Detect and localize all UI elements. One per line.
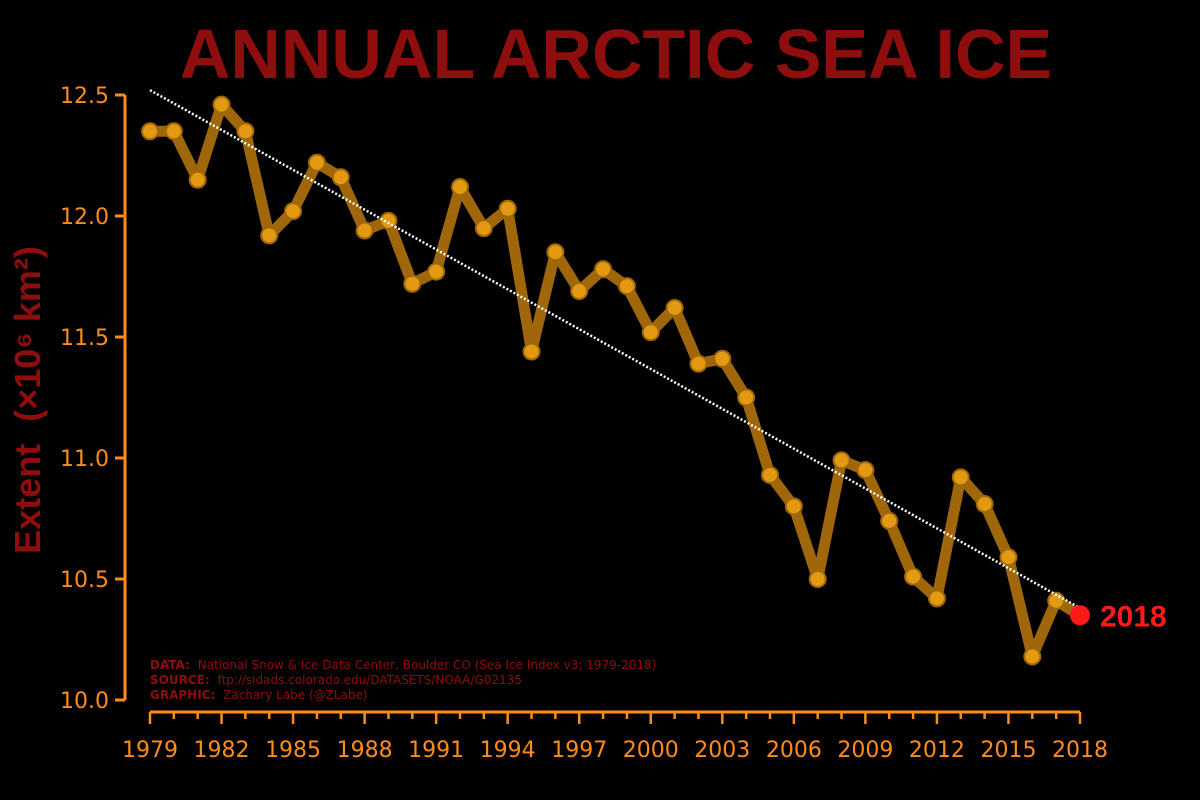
y-tick-label: 10.5 bbox=[60, 568, 109, 593]
data-point bbox=[355, 221, 374, 240]
data-point bbox=[999, 548, 1018, 567]
y-tick-label: 10.0 bbox=[60, 689, 109, 714]
plot-area: 2018 bbox=[141, 89, 1167, 666]
data-point bbox=[594, 260, 613, 279]
data-point bbox=[856, 461, 875, 480]
data-point bbox=[689, 354, 708, 373]
x-tick-label: 1982 bbox=[194, 738, 250, 763]
data-point bbox=[427, 262, 446, 281]
trend-line bbox=[149, 89, 1081, 610]
x-tick-label: 2009 bbox=[837, 738, 893, 763]
data-point bbox=[164, 122, 183, 141]
data-point bbox=[808, 570, 827, 588]
credits-data-text: National Snow & Ice Data Center, Boulder… bbox=[198, 658, 657, 672]
data-point bbox=[474, 219, 493, 238]
data-point bbox=[307, 153, 326, 172]
data-point bbox=[403, 274, 422, 293]
svg-text:SOURCE: ftp://sidads.col: SOURCE: ftp://sidads.colorado.edu/DATASE… bbox=[150, 673, 522, 687]
axes: 10.0 10.5 11.0 11.5 12.0 12.5 1979 1982 1985 1988… bbox=[60, 84, 1108, 763]
x-tick-label: 1985 bbox=[265, 738, 321, 763]
highlight-label: 2018 bbox=[1100, 600, 1167, 633]
credits-source-label: SOURCE: bbox=[150, 673, 210, 687]
y-tick-label: 12.5 bbox=[60, 84, 109, 109]
data-point bbox=[1023, 647, 1042, 666]
y-axis-label: Extent bbox=[7, 444, 48, 554]
x-tick-label: 1979 bbox=[122, 738, 178, 763]
data-point bbox=[761, 465, 779, 484]
data-point bbox=[379, 211, 398, 230]
data-point bbox=[927, 589, 946, 608]
highlight-point bbox=[1070, 605, 1090, 626]
data-point bbox=[641, 323, 660, 342]
data-point bbox=[260, 226, 279, 245]
chart-title: ANNUAL ARCTIC SEA ICE bbox=[180, 15, 1052, 93]
x-tick-label: 2006 bbox=[766, 738, 822, 763]
data-point bbox=[737, 388, 756, 407]
x-tick-label: 2018 bbox=[1052, 738, 1108, 763]
data-point bbox=[284, 202, 303, 221]
credits-graphic-label: GRAPHIC: bbox=[150, 688, 215, 702]
data-point bbox=[617, 277, 636, 296]
data-point bbox=[880, 511, 899, 530]
x-tick-label: 2003 bbox=[694, 738, 750, 763]
data-point bbox=[498, 199, 517, 218]
data-point bbox=[522, 342, 541, 361]
credits-data-label: DATA: bbox=[150, 658, 190, 672]
y-tick-label: 12.0 bbox=[60, 205, 109, 230]
x-tick-label: 1991 bbox=[408, 738, 464, 763]
data-point bbox=[331, 168, 350, 187]
data-point bbox=[975, 494, 994, 513]
data-point bbox=[212, 95, 231, 114]
data-point bbox=[665, 298, 684, 317]
data-point bbox=[784, 497, 803, 516]
data-point bbox=[141, 122, 159, 141]
svg-text:GRAPHIC: Zachary Labe (@: GRAPHIC: Zachary Labe (@ZLabe) bbox=[150, 688, 368, 702]
data-point bbox=[236, 122, 255, 141]
svg-text:DATA: National Snow & Ic: DATA: National Snow & Ice Data Center, B… bbox=[150, 658, 656, 672]
series-line bbox=[144, 99, 1086, 662]
y-tick-label: 11.5 bbox=[60, 326, 109, 351]
svg-text:Extent (×10⁶ km²): Extent (×10⁶ km²) bbox=[7, 246, 48, 554]
data-point bbox=[951, 468, 970, 487]
data-point bbox=[832, 451, 851, 470]
x-tick-label: 2012 bbox=[909, 738, 965, 763]
credits-source-text: ftp://sidads.colorado.edu/DATASETS/NOAA/… bbox=[217, 673, 521, 687]
y-axis-unit: (×10⁶ km²) bbox=[7, 246, 48, 422]
data-point bbox=[546, 243, 565, 262]
x-tick-label: 2015 bbox=[980, 738, 1036, 763]
data-point bbox=[188, 170, 207, 189]
x-tick-label: 1997 bbox=[551, 738, 607, 763]
data-point bbox=[713, 349, 732, 368]
x-tick-label: 1988 bbox=[337, 738, 393, 763]
y-axis-title: Extent (×10⁶ km²) bbox=[7, 246, 48, 554]
credits: DATA: National Snow & Ice Data Center, B… bbox=[150, 658, 656, 702]
credits-graphic-text: Zachary Labe (@ZLabe) bbox=[223, 688, 367, 702]
x-tick-label: 2000 bbox=[623, 738, 679, 763]
x-tick-label: 1994 bbox=[480, 738, 536, 763]
data-point bbox=[904, 567, 923, 586]
y-tick-label: 11.0 bbox=[60, 447, 109, 472]
data-point bbox=[570, 282, 589, 301]
data-point bbox=[451, 177, 469, 196]
